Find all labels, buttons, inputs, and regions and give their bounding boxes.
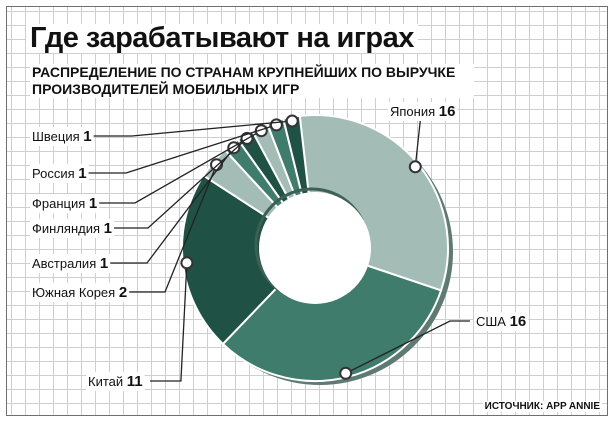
leader-dot-8 [285,114,299,128]
donut-hole [259,192,371,304]
slice-label-value: 1 [78,165,86,182]
leader-line-1 [345,320,470,374]
slice-label-name: Китай [88,374,127,389]
chart-subtitle: РАСПРЕДЕЛЕНИЕ ПО СТРАНАМ КРУПНЕЙШИХ ПО В… [30,64,474,98]
leader-dot-1 [339,366,353,380]
chart-leader-lines [86,110,470,382]
chart-title: Где зарабатывают на играх [26,24,418,53]
slice-label-name: Финляндия [32,221,104,236]
leader-line-5 [108,137,248,229]
slice-label-7: Россия 1 [32,165,87,182]
slice-label-bg [30,219,114,238]
slice-label-bg [30,127,94,146]
slice-label-0: Япония 16 [390,103,455,120]
slice-label-value: 16 [510,313,527,330]
slice-label-bg [30,283,130,302]
slice-label-value: 11 [127,373,143,390]
slice-label-bg [474,312,529,331]
slice-label-value: 2 [119,284,127,301]
slice-label-5: Финляндия 1 [32,220,112,237]
slice-label-bg [30,254,111,273]
leader-dot-0 [408,160,422,174]
slice-label-name: Южная Корея [32,285,119,300]
slice-label-3: Южная Корея 2 [32,284,127,301]
slice-label-8: Швеция 1 [32,128,92,145]
leader-line-3 [125,164,218,293]
slice-label-bg [30,164,89,183]
slice-label-2: Китай 11 [88,373,143,390]
leader-line-7 [86,124,277,174]
slice-label-value: 1 [83,128,91,145]
leader-dot-2 [180,256,194,270]
leader-line-2 [150,262,188,382]
slice-label-value: 16 [439,103,456,120]
slice-label-name: Россия [32,166,78,181]
slice-label-name: Австралия [32,256,100,271]
leader-line-6 [95,130,262,204]
slice-label-4: Австралия 1 [32,255,108,272]
slice-label-1: США 16 [476,313,526,330]
leader-dot-7 [269,118,283,132]
leader-line-8 [92,120,293,137]
slice-label-value: 1 [89,195,97,212]
slice-label-bg [388,102,458,121]
slice-label-6: Франция 1 [32,195,97,212]
slice-label-bg [30,194,100,213]
slice-label-value: 1 [104,220,112,237]
leader-line-4 [107,147,235,264]
slice-label-name: Япония [390,104,439,119]
slice-label-name: США [476,314,510,329]
slice-label-name: Франция [32,196,89,211]
slice-label-bg [86,372,145,391]
slice-label-value: 1 [100,255,108,272]
slice-label-name: Швеция [32,129,83,144]
leader-dot-6 [254,124,268,138]
chart-source: ИСТОЧНИК: APP ANNIE [482,401,602,412]
